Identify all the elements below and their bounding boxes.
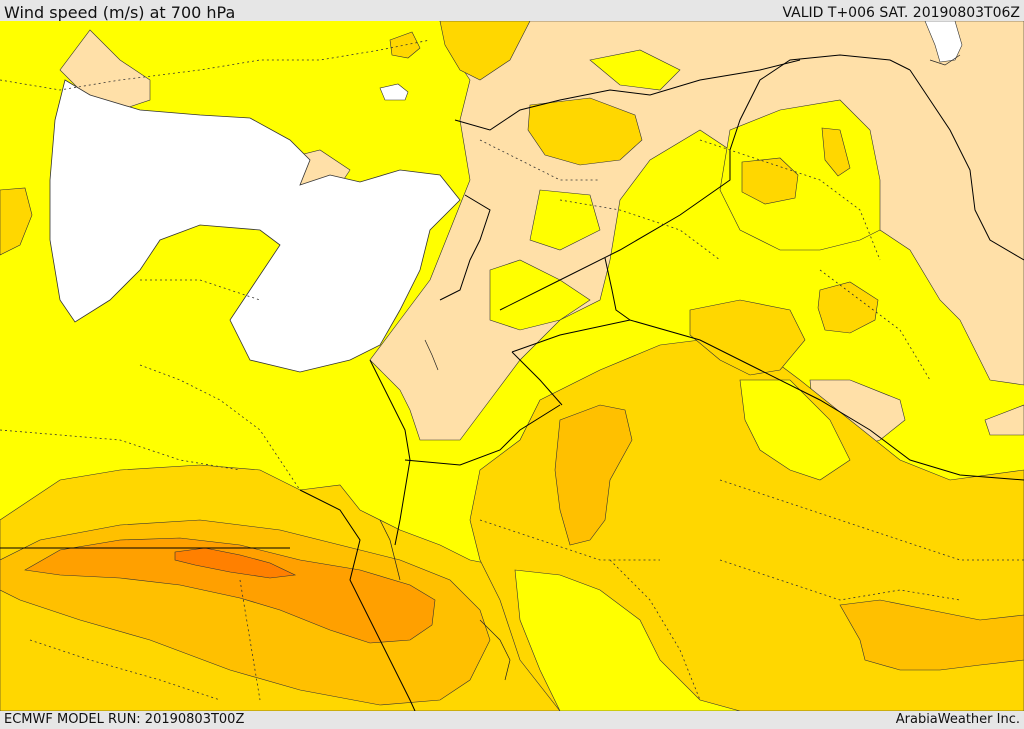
valid-time: VALID T+006 SAT. 20190803T06Z xyxy=(782,5,1020,21)
light-wind-inlets xyxy=(514,379,851,711)
regional-borders xyxy=(0,39,1024,701)
wind-speed-map xyxy=(0,21,1024,711)
brand-label: ArabiaWeather Inc. xyxy=(895,712,1020,727)
map-title: Wind speed (m/s) at 700 hPa xyxy=(4,3,236,22)
coastlines xyxy=(379,54,961,681)
model-run-label: ECMWF MODEL RUN: 20190803T00Z xyxy=(4,712,245,727)
map-canvas xyxy=(0,21,1024,711)
country-borders xyxy=(0,54,1024,711)
northeast-lake xyxy=(924,21,963,63)
header-bar: Wind speed (m/s) at 700 hPa VALID T+006 … xyxy=(0,0,1024,22)
strong-wind-core xyxy=(24,537,436,644)
footer-bar: ECMWF MODEL RUN: 20190803T00Z ArabiaWeat… xyxy=(0,711,1024,729)
jet-max-core xyxy=(174,547,297,579)
mediterranean-sea xyxy=(49,79,461,373)
small-lake xyxy=(379,83,409,101)
